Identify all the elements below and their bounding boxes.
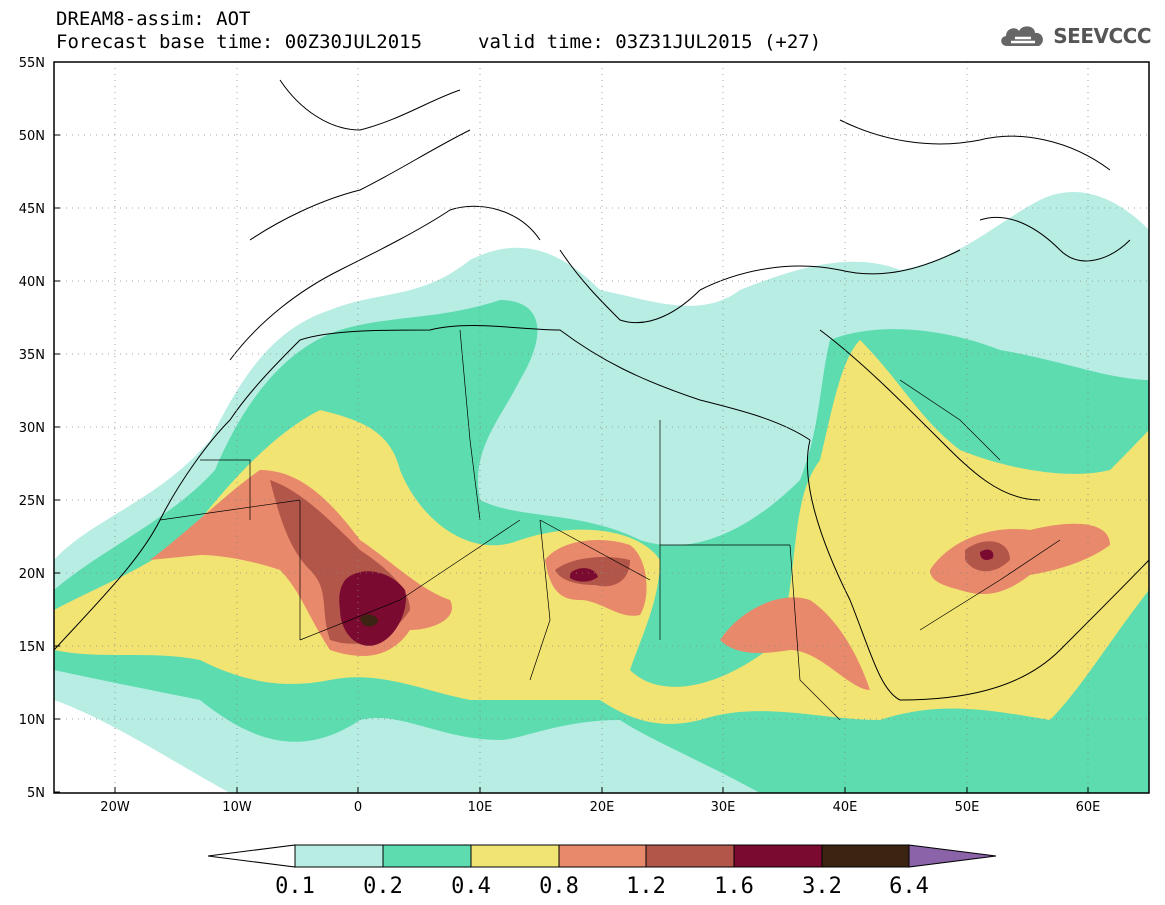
colorbar-swatch: [558, 844, 647, 868]
axis-ticks: [54, 61, 1089, 793]
colorbar-label: 0.4: [451, 874, 491, 899]
aot-region-3.2: [360, 614, 378, 627]
aot-region-0.8: [720, 597, 870, 690]
colorbar-swatch: [645, 844, 735, 868]
lon-label: 60E: [1076, 800, 1101, 815]
lat-label: 40N: [19, 275, 45, 290]
lon-label: 40E: [833, 800, 858, 815]
lon-label: 20E: [590, 800, 615, 815]
aot-region-1.6: [339, 571, 406, 646]
seevccc-logo: SEEVCCC: [997, 22, 1151, 50]
colorbar-label: 6.4: [889, 874, 929, 899]
lat-lon-grid: [54, 62, 1149, 793]
lat-label: 10N: [19, 713, 45, 728]
aot-region-1.6: [980, 549, 994, 560]
lat-label: 45N: [19, 202, 45, 217]
colorbar-label: 3.2: [802, 874, 842, 899]
lat-label: 35N: [19, 348, 45, 363]
lat-label: 25N: [19, 494, 45, 509]
lat-label: 5N: [27, 786, 45, 801]
longitude-labels: 20W 10W 0 10E 20E 30E 40E 50E 60E: [100, 800, 1100, 815]
colorbar-swatch: [470, 844, 560, 868]
lat-label: 15N: [19, 640, 45, 655]
aot-region-1.6: [570, 568, 598, 582]
aot-region-0.8: [930, 523, 1110, 595]
colorbar-label: 0.8: [539, 874, 579, 899]
colorbar-labels: 0.1 0.2 0.4 0.8 1.2 1.6 3.2 6.4: [275, 874, 929, 899]
lon-label: 20W: [100, 800, 130, 815]
map-plot-area: [54, 62, 1149, 793]
lat-label: 55N: [19, 56, 45, 71]
lat-label: 20N: [19, 567, 45, 582]
colorbar-label: 1.2: [626, 874, 666, 899]
lon-label: 30E: [711, 800, 736, 815]
colorbar-swatch: [821, 844, 910, 868]
colorbar: [207, 844, 997, 868]
map-title: DREAM8-assim: AOT: [56, 8, 251, 30]
lon-label: 10W: [222, 800, 252, 815]
colorbar-label: 0.2: [363, 874, 403, 899]
colorbar-label: 1.6: [714, 874, 754, 899]
cloud-icon: [1001, 26, 1044, 46]
colorbar-over-arrow: [908, 844, 997, 868]
colorbar-under-arrow: [207, 844, 296, 868]
lon-label: 50E: [955, 800, 980, 815]
logo-text: SEEVCCC: [1053, 24, 1151, 48]
lat-label: 30N: [19, 421, 45, 436]
colorbar-swatch: [382, 844, 472, 868]
colorbar-swatch: [294, 844, 384, 868]
lat-label: 50N: [19, 129, 45, 144]
lon-label: 0: [354, 800, 362, 815]
valid-time: valid time: 03Z31JUL2015 (+27): [478, 31, 822, 53]
colorbar-swatch: [733, 844, 823, 868]
colorbar-label: 0.1: [275, 874, 315, 899]
latitude-labels: 55N 50N 45N 40N 35N 30N 25N 20N 15N 10N …: [19, 56, 45, 801]
lon-label: 10E: [468, 800, 493, 815]
forecast-base-time: Forecast base time: 00Z30JUL2015: [56, 31, 423, 53]
